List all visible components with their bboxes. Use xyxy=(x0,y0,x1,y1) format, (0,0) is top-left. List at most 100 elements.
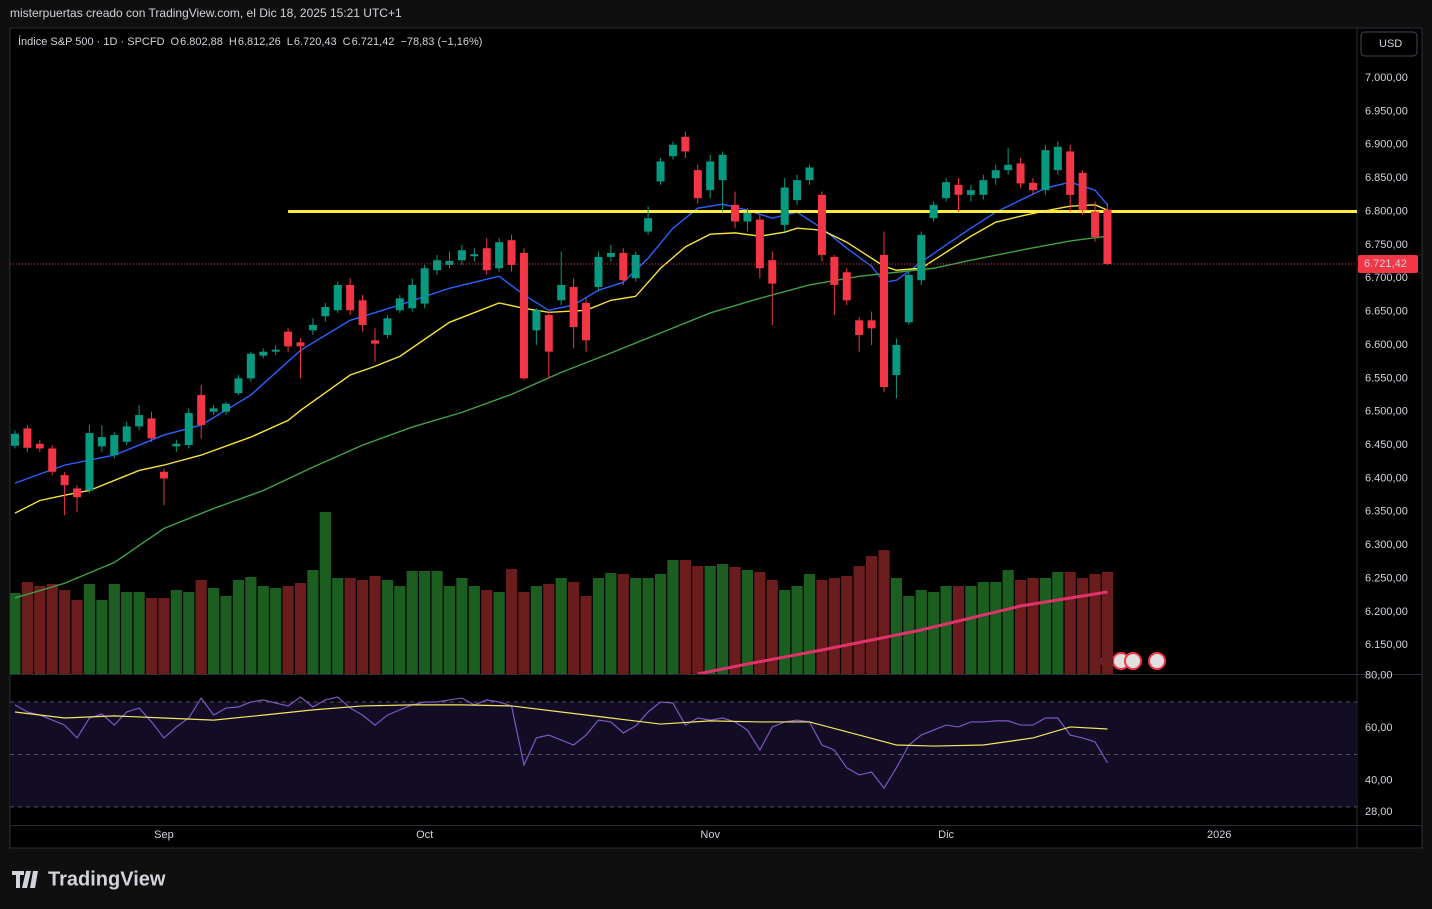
volume-bar xyxy=(1052,572,1064,674)
candle-body xyxy=(482,248,491,271)
currency-button[interactable] xyxy=(1360,31,1418,57)
candle-body xyxy=(557,284,566,301)
rsi-tick-label: 28,00 xyxy=(1365,806,1393,818)
candle-body xyxy=(135,415,144,427)
candle-body xyxy=(731,204,740,222)
legend-open-label: O xyxy=(171,36,180,48)
candle-body xyxy=(867,320,876,329)
candle-body xyxy=(631,254,640,279)
volume-bar xyxy=(654,574,667,674)
candle-body xyxy=(184,413,193,446)
candle-body xyxy=(569,286,578,327)
candle-body xyxy=(879,254,888,388)
candle-body xyxy=(296,342,305,347)
volume-bar xyxy=(841,576,853,674)
candle-body xyxy=(383,318,392,335)
volume-bar xyxy=(1014,580,1027,674)
y-tick-label: 6.300,00 xyxy=(1365,539,1408,551)
candle-body xyxy=(594,256,603,287)
candle-body xyxy=(991,170,1000,179)
candle-body xyxy=(668,144,677,157)
volume-bar xyxy=(245,577,257,674)
candle-body xyxy=(1078,172,1087,211)
volume-bar xyxy=(1027,578,1039,674)
volume-bar xyxy=(307,570,319,674)
candle-body xyxy=(246,353,255,379)
candle-body xyxy=(445,260,454,265)
volume-bar xyxy=(990,582,1002,674)
volume-bar xyxy=(543,584,555,674)
x-tick-label: Dic xyxy=(938,829,954,841)
candle-body xyxy=(23,428,32,448)
candle-body xyxy=(197,395,206,426)
candle-body xyxy=(929,204,938,219)
candle-body xyxy=(793,180,802,201)
candle-body xyxy=(706,161,715,191)
candle-body xyxy=(60,475,69,486)
volume-bar xyxy=(766,580,778,674)
candle-body xyxy=(1028,182,1037,191)
volume-bar xyxy=(34,586,46,674)
volume-bar xyxy=(344,578,356,674)
volume-bar xyxy=(865,556,878,674)
volume-bar xyxy=(481,590,493,674)
volume-bar xyxy=(952,586,965,674)
candle-body xyxy=(979,180,988,195)
candle-body xyxy=(693,170,702,199)
volume-bar xyxy=(59,590,71,674)
candle-body xyxy=(1091,211,1100,237)
candle-body xyxy=(209,408,218,412)
candle-body xyxy=(457,250,466,261)
volume-bar xyxy=(704,566,716,674)
logo-mark xyxy=(12,871,38,888)
candle-body xyxy=(830,256,839,285)
candle-body xyxy=(321,306,330,317)
event-icon[interactable] xyxy=(1148,652,1166,670)
volume-bar xyxy=(493,592,505,674)
candle-body xyxy=(644,218,653,232)
candle-body xyxy=(1041,150,1050,191)
candle-body xyxy=(780,187,789,225)
volume-bar xyxy=(630,578,642,674)
volume-bar xyxy=(270,588,282,674)
candle-body xyxy=(234,378,243,394)
last-price-box xyxy=(1358,254,1418,273)
candle-body xyxy=(370,340,379,344)
candle-body xyxy=(470,254,479,257)
volume-bar xyxy=(530,586,542,674)
currency[interactable]: USD xyxy=(1379,38,1402,50)
candle-body xyxy=(619,252,628,281)
candle-body xyxy=(532,310,541,331)
volume-bar xyxy=(779,590,791,674)
y-tick-label: 6.700,00 xyxy=(1365,272,1408,284)
candle-body xyxy=(48,448,57,472)
y-tick-label: 6.500,00 xyxy=(1365,406,1408,418)
volume-bar xyxy=(915,590,927,674)
candle-body xyxy=(817,194,826,255)
candle-body xyxy=(743,212,752,222)
candle-body xyxy=(656,161,665,182)
y-tick-label: 6.950,00 xyxy=(1365,105,1408,117)
candle-body xyxy=(681,136,690,152)
candle-body xyxy=(842,272,851,301)
candle-body xyxy=(222,403,231,412)
volume-bar xyxy=(729,567,741,674)
legend-low-label: L xyxy=(287,36,293,48)
candle-body xyxy=(519,252,528,379)
candle-body xyxy=(805,167,814,181)
volume-bar xyxy=(356,580,369,674)
candle-body xyxy=(855,320,864,335)
candle-body xyxy=(917,234,926,281)
candle-body xyxy=(954,184,963,195)
price-pane xyxy=(10,131,1357,674)
volume-bar xyxy=(505,569,518,674)
volume-bar xyxy=(83,584,96,674)
candle-body xyxy=(73,488,82,498)
volume-bar xyxy=(940,586,952,674)
candle-body xyxy=(259,351,268,356)
legend-change: −78,83 (−1,16%) xyxy=(400,36,482,48)
legend-high: 6.812,26 xyxy=(238,36,281,48)
volume-bar xyxy=(1002,570,1014,674)
event-icon[interactable] xyxy=(1124,652,1142,670)
candle-body xyxy=(433,260,442,271)
